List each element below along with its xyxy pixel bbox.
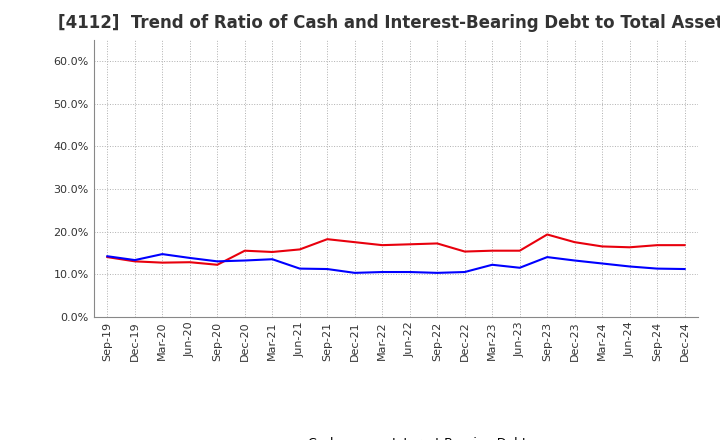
Cash [158,260,166,265]
Cash [323,237,332,242]
Interest-Bearing Debt [378,269,387,275]
Title: [4112]  Trend of Ratio of Cash and Interest-Bearing Debt to Total Assets: [4112] Trend of Ratio of Cash and Intere… [58,15,720,33]
Line: Interest-Bearing Debt: Interest-Bearing Debt [107,254,685,273]
Cash [598,244,606,249]
Cash [405,242,414,247]
Interest-Bearing Debt [323,266,332,271]
Interest-Bearing Debt [680,266,689,271]
Cash [130,259,139,264]
Interest-Bearing Debt [130,257,139,263]
Interest-Bearing Debt [158,252,166,257]
Interest-Bearing Debt [516,265,524,271]
Cash [103,254,112,260]
Interest-Bearing Debt [543,254,552,260]
Cash [488,248,497,253]
Interest-Bearing Debt [460,269,469,275]
Cash [268,249,276,255]
Interest-Bearing Debt [598,261,606,266]
Cash [186,260,194,265]
Interest-Bearing Debt [433,270,441,275]
Cash [626,245,634,250]
Interest-Bearing Debt [186,255,194,260]
Interest-Bearing Debt [626,264,634,269]
Cash [543,232,552,237]
Cash [516,248,524,253]
Legend: Cash, Interest-Bearing Debt: Cash, Interest-Bearing Debt [261,432,531,440]
Interest-Bearing Debt [103,253,112,259]
Cash [570,239,579,245]
Interest-Bearing Debt [405,269,414,275]
Interest-Bearing Debt [213,259,222,264]
Cash [240,248,249,253]
Interest-Bearing Debt [268,257,276,262]
Cash [680,242,689,248]
Interest-Bearing Debt [295,266,304,271]
Cash [295,247,304,252]
Interest-Bearing Debt [488,262,497,268]
Cash [213,262,222,268]
Line: Cash: Cash [107,235,685,265]
Cash [433,241,441,246]
Interest-Bearing Debt [653,266,662,271]
Cash [653,242,662,248]
Cash [378,242,387,248]
Interest-Bearing Debt [351,270,359,275]
Interest-Bearing Debt [570,258,579,263]
Cash [460,249,469,254]
Cash [351,239,359,245]
Interest-Bearing Debt [240,258,249,263]
